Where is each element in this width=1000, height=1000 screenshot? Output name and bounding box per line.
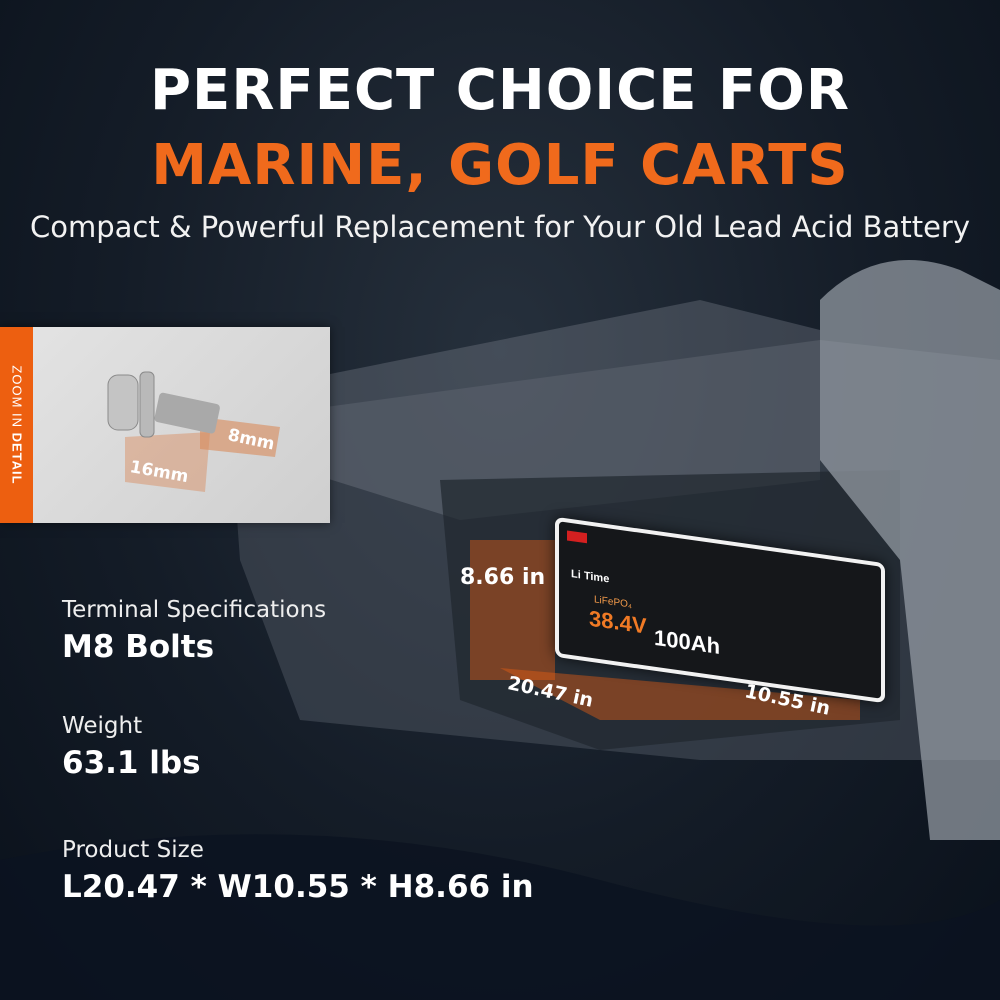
battery-capacity: 100Ah [654, 624, 721, 660]
zoom-detail-panel: ZOOM IN DETAIL 8mm 16mm [0, 327, 330, 523]
spec-label: Product Size [62, 837, 204, 863]
spec-label: Terminal Specifications [62, 597, 327, 623]
battery-voltage: 38.4V [589, 605, 647, 639]
positive-terminal [567, 530, 587, 544]
headline-line1: PERFECT CHOICE FOR [150, 58, 850, 123]
spec-value: 63.1 lbs [62, 745, 201, 781]
bolt-icon [107, 371, 280, 492]
headline-line2: MARINE, GOLF CARTS [151, 133, 849, 198]
zoom-detail-tab: ZOOM IN DETAIL [0, 327, 33, 523]
spec-size: Product Size L20.47 * W10.55 * H8.66 in [62, 837, 534, 905]
spec-label: Weight [62, 713, 143, 739]
subtitle: Compact & Powerful Replacement for Your … [29, 210, 970, 244]
spec-value: L20.47 * W10.55 * H8.66 in [62, 869, 534, 905]
battery-brand: Li Time [571, 568, 610, 586]
spec-weight: Weight 63.1 lbs [62, 713, 201, 781]
spec-value: M8 Bolts [62, 629, 215, 665]
battery-height-label: 8.66 in [460, 565, 546, 590]
spec-terminal: Terminal Specifications M8 Bolts [62, 597, 326, 665]
